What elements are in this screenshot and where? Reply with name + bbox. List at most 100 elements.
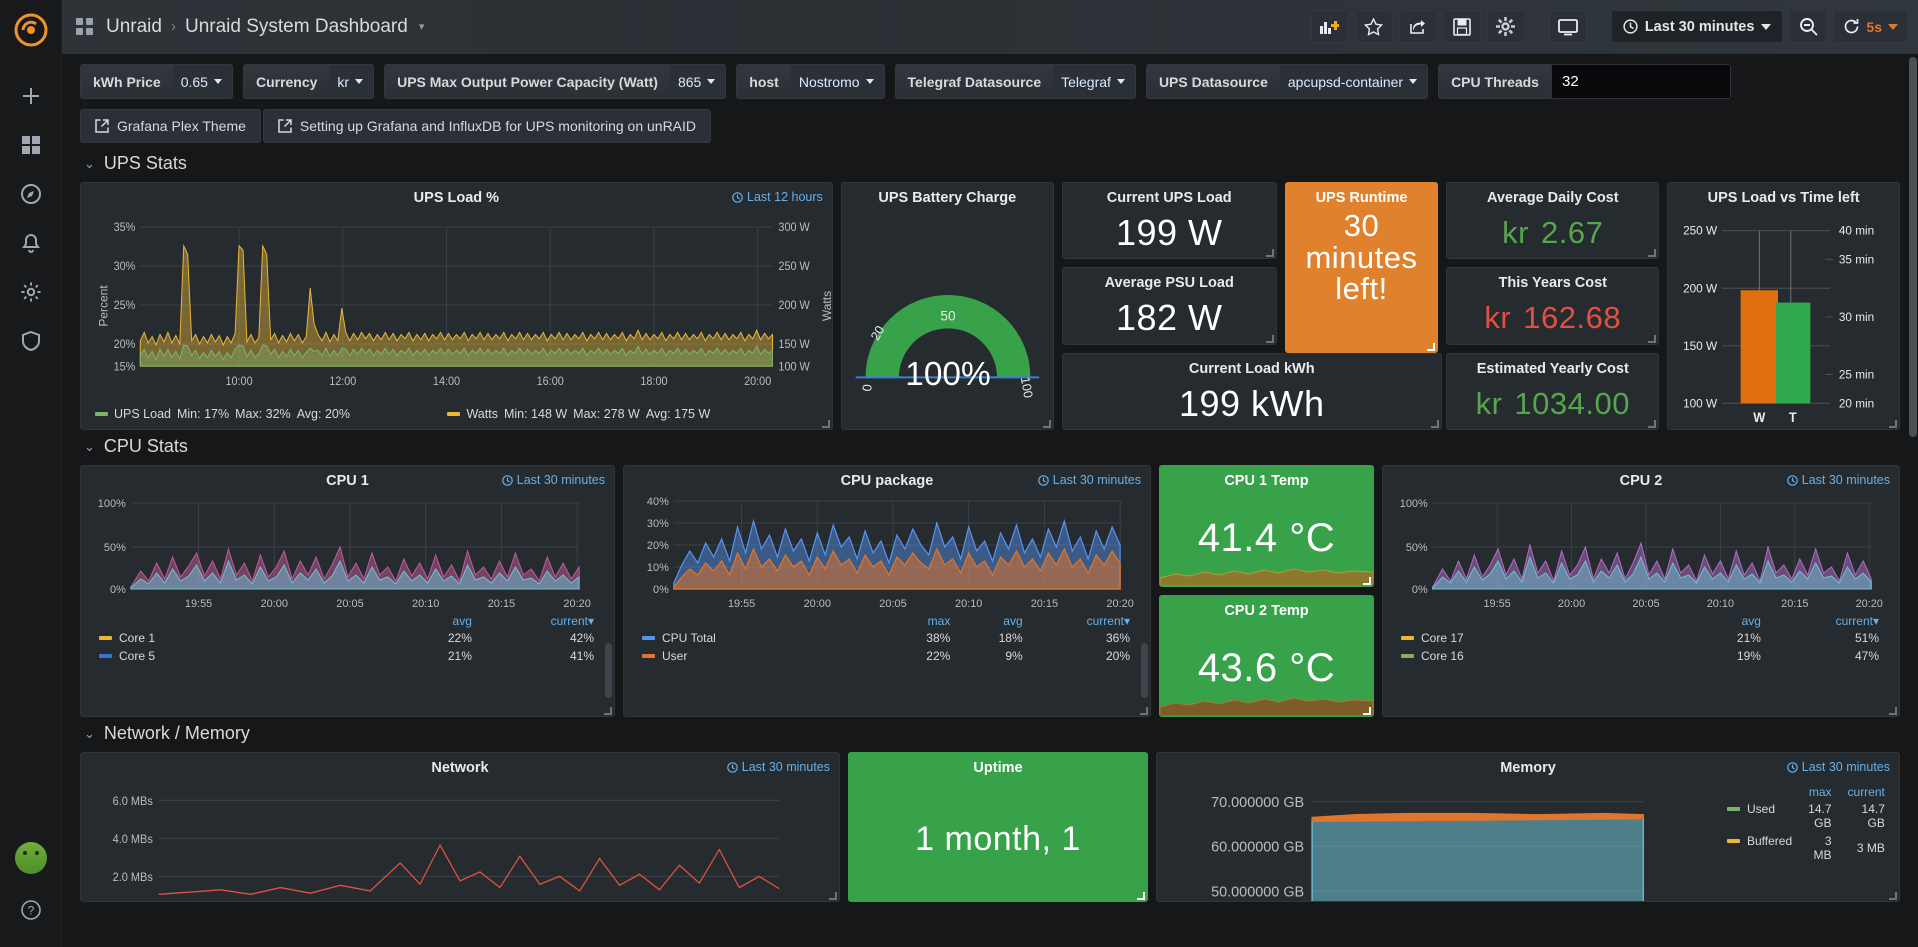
panel-resize-handle[interactable] [829,892,837,900]
page-scrollbar[interactable] [1909,54,1917,947]
panel-time-range[interactable]: Last 12 hours [732,190,823,204]
legend-item-ups-load[interactable]: UPS Load Min: 17% Max: 32% Avg: 20% [95,407,350,421]
breadcrumb-dashboard-title[interactable]: Unraid System Dashboard [184,15,408,37]
star-icon[interactable] [1354,10,1393,43]
svg-text:150 W: 150 W [1683,339,1718,353]
row-header-network-memory[interactable]: ⌄ Network / Memory [84,723,1900,744]
amount: 2.67 [1541,215,1604,251]
legend-col-current[interactable]: current▾ [1086,614,1130,628]
chart-ups-load-percent[interactable]: Percent Watts [81,208,832,403]
help-icon[interactable]: ? [9,888,53,932]
legend-col-current[interactable]: current [1847,785,1885,799]
panel-resize-handle[interactable] [1648,419,1657,428]
link-ups-monitoring-guide[interactable]: Setting up Grafana and InfluxDB for UPS … [262,109,712,143]
chart-cpu-1[interactable]: 100% 50% 0% 19:55 20:00 20:05 20:10 20:15 20:2… [81,491,614,611]
legend-row[interactable]: Core 17 21% 51% [1393,629,1887,647]
zoom-out-icon[interactable] [1789,10,1828,43]
variable-value[interactable]: 0.65 [173,74,232,90]
variable-value[interactable]: Telegraf [1053,74,1135,90]
panel-resize-handle[interactable] [1889,707,1897,715]
panel-resize-handle[interactable] [821,420,830,428]
link-grafana-plex-theme[interactable]: Grafana Plex Theme [80,109,261,143]
chart-network[interactable]: 6.0 MBs 4.0 MBs 2.0 MBs [81,778,839,901]
variable-host[interactable]: host Nostromo [736,64,885,99]
variable-value[interactable]: apcupsd-container [1280,74,1427,90]
refresh-rate-label: 5s [1866,18,1882,35]
sidebar-item-create[interactable] [9,74,53,118]
panel-resize-handle[interactable] [1648,249,1657,258]
sidebar-item-explore[interactable] [9,172,53,216]
panel-resize-handle[interactable] [1889,420,1898,428]
legend-col-avg[interactable]: avg [452,614,472,628]
sidebar-item-alerting[interactable] [9,221,53,265]
panel-resize-handle[interactable] [1363,707,1371,715]
panel-time-range[interactable]: Last 30 minutes [1786,473,1890,487]
panel-resize-handle[interactable] [604,707,612,715]
chevron-down-icon[interactable]: ▾ [418,21,425,33]
dashboard-scroll-area[interactable]: kWh Price 0.65 Currency kr UPS Max Outpu… [62,54,1918,947]
variable-value[interactable]: kr [329,74,373,90]
legend-row[interactable]: Used 14.7 GB 14.7 GB [1719,800,1893,832]
chart-ups-load-vs-time[interactable]: 250 W 200 W 150 W 100 W 40 min 35 min 30 mi… [1668,208,1899,429]
variable-telegraf-datasource[interactable]: Telegraf Datasource Telegraf [894,64,1136,99]
stat-value: 41.4 °C [1197,516,1336,560]
panel-resize-handle[interactable] [1042,420,1051,428]
legend-col-max[interactable]: max [927,614,951,628]
legend-col-avg[interactable]: avg [1003,614,1023,628]
sidebar-item-configuration[interactable] [9,270,53,314]
panel-time-range[interactable]: Last 30 minutes [1037,473,1141,487]
chart-cpu-2[interactable]: 100% 50% 0% 19:55 20:00 20:05 20:10 20:15 20:2… [1383,491,1899,611]
variable-value[interactable]: 865 [670,74,725,90]
legend-col-current[interactable]: current▾ [1835,614,1879,628]
panel-time-range[interactable]: Last 30 minutes [1786,760,1890,774]
legend-row[interactable]: User 22% 9% 20% [634,647,1138,665]
panel-resize-handle[interactable] [1430,419,1439,428]
variable-cpu-threads[interactable]: CPU Threads 32 [1438,64,1731,99]
legend-row[interactable]: Buffered 3 MB 3 MB [1719,832,1893,864]
legend-item-watts[interactable]: Watts Min: 148 W Max: 278 W Avg: 175 W [447,407,710,421]
panel-resize-handle[interactable] [1889,892,1897,900]
gear-icon[interactable] [1486,10,1525,43]
refresh-picker[interactable]: 5s [1833,10,1908,43]
variable-ups-max-output-power[interactable]: UPS Max Output Power Capacity (Watt) 865 [384,64,727,99]
sidebar-item-server-admin[interactable] [9,319,53,363]
svg-text:20:20: 20:20 [1106,598,1133,610]
cpu-threads-input[interactable]: 32 [1550,64,1731,99]
panel-resize-handle[interactable] [1265,249,1274,258]
chart-cpu-package[interactable]: 40% 30% 20% 10% 0% 19:55 20:00 20:05 20:10 20:… [624,491,1150,611]
panel-time-range[interactable]: Last 30 minutes [726,760,830,774]
row-header-ups-stats[interactable]: ⌄ UPS Stats [84,153,1900,174]
row-header-cpu-stats[interactable]: ⌄ CPU Stats [84,436,1900,457]
chart-ups-battery-gauge[interactable]: 50 20 0 100 100% [842,208,1053,429]
panel-resize-handle[interactable] [1363,577,1371,585]
legend-scrollbar[interactable] [1141,641,1148,706]
time-range-picker[interactable]: Last 30 minutes [1610,10,1784,43]
variable-ups-datasource[interactable]: UPS Datasource apcupsd-container [1145,64,1429,99]
grafana-logo-icon[interactable] [9,8,53,52]
legend-scrollbar[interactable] [605,641,612,706]
legend-col-max[interactable]: max [1808,785,1832,799]
chart-memory[interactable]: 70.000000 GB 60.000000 GB 50.000000 GB [1157,778,1709,901]
legend-col-current[interactable]: current▾ [550,614,594,628]
panel-resize-handle[interactable] [1137,892,1145,900]
panel-time-range[interactable]: Last 30 minutes [501,473,605,487]
variable-value[interactable]: Nostromo [791,74,884,90]
tv-icon[interactable] [1548,10,1587,43]
share-icon[interactable] [1398,10,1437,43]
variable-kwh-price[interactable]: kWh Price 0.65 [80,64,233,99]
avatar[interactable] [15,842,47,874]
legend-row[interactable]: Core 16 19% 47% [1393,647,1887,665]
sidebar-item-dashboards[interactable] [9,123,53,167]
variable-currency[interactable]: Currency kr [242,64,375,99]
panel-resize-handle[interactable] [1265,334,1274,343]
panel-resize-handle[interactable] [1648,334,1657,343]
legend-col-avg[interactable]: avg [1741,614,1761,628]
save-icon[interactable] [1442,10,1481,43]
legend-row[interactable]: Core 1 22% 42% [91,629,602,647]
panel-resize-handle[interactable] [1427,343,1436,351]
legend-row[interactable]: Core 5 21% 41% [91,647,602,665]
legend-row[interactable]: CPU Total 38% 18% 36% [634,629,1138,647]
panel-resize-handle[interactable] [1140,707,1148,715]
breadcrumb-org[interactable]: Unraid [106,15,162,37]
add-panel-icon[interactable] [1310,10,1349,43]
